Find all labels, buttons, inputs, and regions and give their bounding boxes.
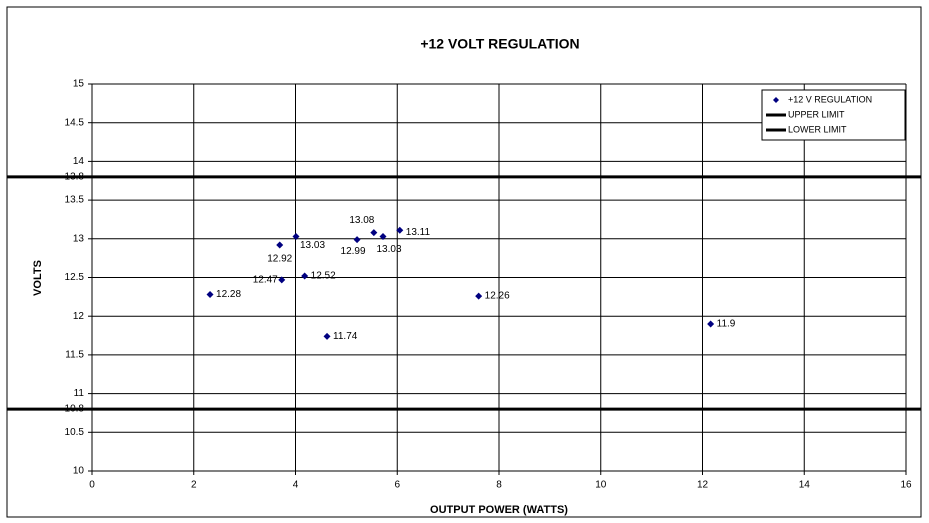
y-tick-label: 10.5 bbox=[65, 427, 85, 438]
data-point bbox=[396, 226, 404, 234]
legend-label: LOWER LIMIT bbox=[788, 124, 847, 134]
x-tick-label: 6 bbox=[394, 480, 400, 491]
x-tick-label: 10 bbox=[595, 480, 607, 491]
y-tick-label: 11 bbox=[74, 388, 85, 399]
data-label: 12.47 bbox=[253, 274, 278, 285]
data-label: 12.26 bbox=[485, 291, 510, 302]
data-label: 11.9 bbox=[717, 319, 736, 330]
x-tick-label: 12 bbox=[697, 480, 709, 491]
y-tick-label: 10 bbox=[73, 466, 85, 477]
y-tick-label: 13 bbox=[73, 233, 85, 244]
x-tick-label: 0 bbox=[89, 480, 95, 491]
data-point bbox=[292, 232, 300, 240]
data-point bbox=[206, 291, 214, 299]
legend-label: UPPER LIMIT bbox=[788, 109, 845, 119]
y-tick-label: 11.5 bbox=[65, 350, 84, 361]
data-point bbox=[276, 241, 284, 249]
data-label: 12.52 bbox=[311, 271, 336, 282]
data-point bbox=[278, 276, 286, 284]
limit-label: 13.8 bbox=[65, 172, 85, 183]
y-tick-label: 14 bbox=[73, 156, 85, 167]
data-label: 13.03 bbox=[300, 240, 325, 251]
x-tick-label: 4 bbox=[293, 480, 299, 491]
legend-marker bbox=[773, 97, 779, 103]
data-point bbox=[353, 236, 361, 244]
limit-label: 10.8 bbox=[65, 404, 85, 415]
data-label: 13.03 bbox=[376, 244, 401, 255]
y-tick-label: 14.5 bbox=[65, 117, 85, 128]
data-label: 12.92 bbox=[267, 254, 292, 265]
data-label: 12.28 bbox=[216, 289, 241, 300]
data-label: 13.11 bbox=[406, 227, 431, 238]
y-tick-label: 13.5 bbox=[65, 195, 85, 206]
y-tick-label: 12.5 bbox=[65, 272, 85, 283]
data-point bbox=[707, 320, 715, 328]
x-tick-label: 14 bbox=[799, 480, 811, 491]
legend-label: +12 V REGULATION bbox=[788, 94, 872, 104]
data-label: 13.08 bbox=[349, 215, 374, 226]
y-tick-label: 15 bbox=[73, 79, 85, 90]
x-axis-label: OUTPUT POWER (WATTS) bbox=[430, 504, 568, 516]
data-point bbox=[323, 332, 331, 340]
y-axis-label: VOLTS bbox=[32, 260, 44, 296]
data-point bbox=[370, 229, 378, 237]
data-point bbox=[475, 292, 483, 300]
y-tick-label: 12 bbox=[73, 311, 85, 322]
data-point bbox=[301, 272, 309, 280]
x-tick-label: 16 bbox=[900, 480, 912, 491]
data-label: 11.74 bbox=[333, 331, 358, 342]
x-tick-label: 8 bbox=[496, 480, 502, 491]
x-tick-label: 2 bbox=[191, 480, 197, 491]
data-point bbox=[379, 232, 387, 240]
chart-title: +12 VOLT REGULATION bbox=[420, 36, 579, 52]
data-label: 12.99 bbox=[341, 246, 366, 257]
